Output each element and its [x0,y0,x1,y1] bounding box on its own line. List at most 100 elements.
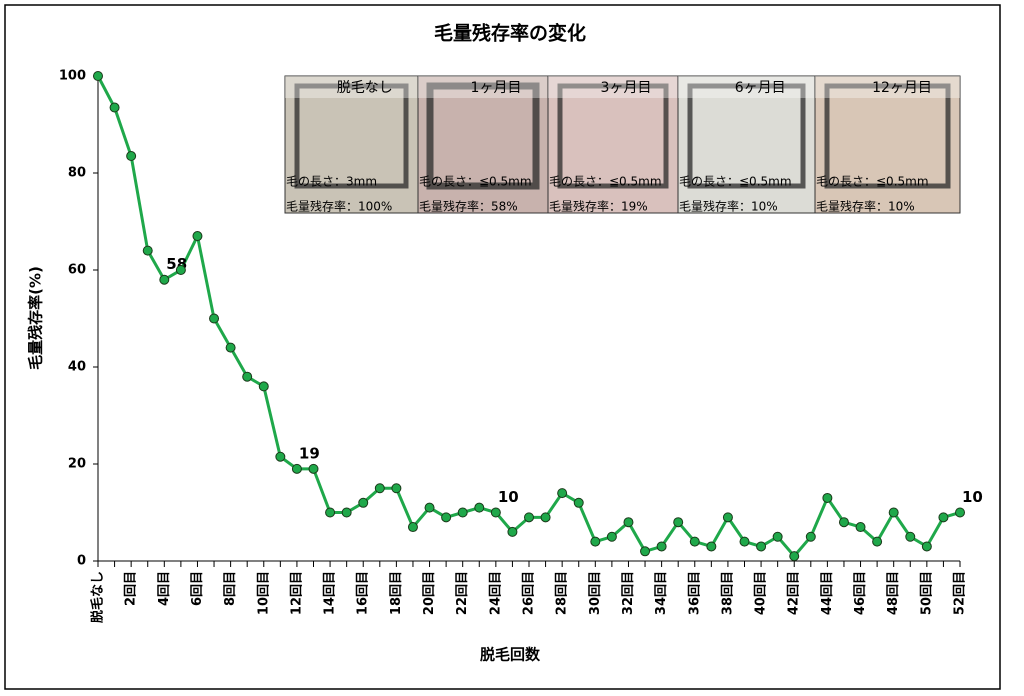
marker [325,507,336,518]
marker [789,551,800,562]
marker [308,463,319,474]
marker [938,512,949,523]
marker [457,507,468,518]
x-tick-label: 6回目 [190,571,205,606]
marker [192,231,203,242]
data-label: 19 [299,444,320,462]
x-tick-label: 26回目 [522,571,537,615]
inset-title: 6ヶ月目 [735,80,786,96]
marker [838,517,849,528]
inset-photo [284,75,419,214]
chart-title: 毛量残存率の変化 [434,22,586,45]
marker [673,517,684,528]
marker [225,342,236,353]
inset-photo [547,75,679,214]
marker [424,502,435,513]
inset-marking [294,83,409,189]
x-tick-label: 16回目 [356,571,371,615]
y-tick-label: 80 [68,166,86,181]
x-tick-label: 50回目 [919,571,934,615]
marker [524,512,534,523]
inset-marking [426,82,540,190]
marker [573,497,584,508]
inset-photo [677,75,816,214]
inset-title: 12ヶ月目 [872,80,932,96]
inset-header [418,76,548,98]
marker [142,245,153,256]
inset-rate: 毛量残存率：58% [419,199,518,214]
data-label: 10 [498,488,519,506]
marker [474,502,485,513]
y-tick-label: 0 [77,554,86,569]
marker [126,151,137,162]
inset-photo [417,75,549,214]
inset-marking [824,83,951,189]
marker [341,507,352,518]
marker [772,531,783,542]
x-tick-label: 10回目 [256,571,271,615]
inset-marking [687,83,806,189]
marker [209,313,220,324]
inset-title: 脱毛なし [337,80,393,96]
x-tick-label: 42回目 [787,571,802,615]
marker [557,488,568,499]
marker [275,451,286,462]
marker [291,463,302,474]
y-tick-label: 60 [68,263,86,278]
x-tick-label: 38回目 [720,571,735,615]
x-tick-label: 22回目 [455,571,470,615]
marker [905,531,916,542]
inset-marking [557,83,669,189]
marker [872,536,883,547]
marker [739,536,750,547]
marker [441,512,452,523]
marker [623,517,634,528]
marker [606,531,617,542]
marker [374,483,385,494]
inset-length: 毛の長さ：≦0.5mm [419,175,532,189]
inset-rate: 毛量残存率：10% [816,199,915,214]
y-tick-label: 100 [59,69,86,84]
x-tick-label: 34回目 [654,571,669,615]
marker [590,536,601,547]
marker [805,531,816,542]
marker [391,483,402,494]
marker [540,512,551,523]
x-axis-title: 脱毛回数 [480,646,541,664]
marker [159,274,170,285]
y-axis-title: 毛量残存率(%) [27,266,45,370]
marker [955,507,965,518]
x-tick-label: 14回目 [323,571,338,615]
inset-length: 毛の長さ：3mm [286,175,377,189]
marker [656,541,667,552]
marker [242,371,253,382]
marker [175,265,186,275]
x-tick-label: 40回目 [754,571,769,615]
x-tick-label: 32回目 [621,571,636,615]
x-tick-label: 18回目 [389,571,404,615]
x-tick-label: 4回目 [157,571,172,606]
marker [407,522,418,533]
x-tick-label: 48回目 [886,571,901,615]
marker [888,507,899,518]
marker [490,507,501,518]
inset-photo [814,75,961,214]
inset-length: 毛の長さ：≦0.5mm [816,175,929,189]
inset-title: 3ヶ月目 [601,80,652,96]
marker [358,497,369,508]
marker [507,526,518,537]
inset-rate: 毛量残存率：19% [549,199,648,214]
marker [722,512,733,523]
inset-title: 1ヶ月目 [471,80,522,96]
marker [706,541,717,552]
inset-rate: 毛量残存率：10% [679,199,778,214]
inset-rate: 毛量残存率：100% [286,199,392,214]
x-tick-label: 20回目 [422,571,437,615]
y-tick-label: 20 [68,457,86,472]
marker [258,381,269,392]
marker [855,522,866,533]
marker [640,546,651,557]
marker [93,71,103,81]
x-tick-label: 8回目 [223,571,238,606]
inset-header [548,76,678,98]
